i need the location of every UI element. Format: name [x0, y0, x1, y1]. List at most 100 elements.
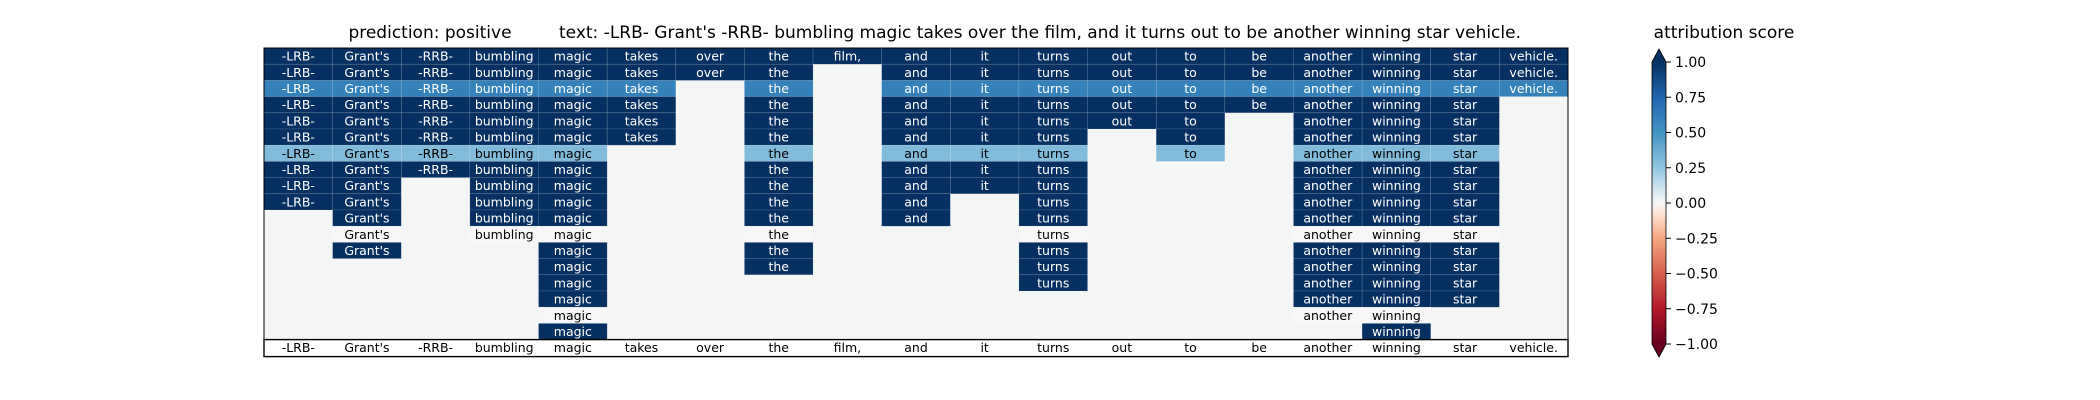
colorbar-gradient	[1652, 62, 1666, 344]
heatmap-cell-label: magic	[554, 259, 592, 274]
heatmap-cell-label: be	[1251, 65, 1267, 80]
heatmap-cell-label: another	[1303, 227, 1353, 242]
heatmap-cell-label: winning	[1372, 227, 1421, 242]
heatmap-cell-label: another	[1303, 211, 1353, 226]
heatmap-cell-label: star	[1453, 146, 1478, 161]
heatmap-cell-label: another	[1303, 49, 1353, 64]
heatmap-cell-label: to	[1184, 65, 1197, 80]
heatmap-cell-label: star	[1453, 178, 1478, 193]
heatmap-cell-label: magic	[554, 275, 592, 290]
token-axis: -LRB- Grant's -RRB-bumbling magic takes over t…	[263, 338, 1569, 358]
heatmap-cell-label: takes	[625, 130, 659, 145]
heatmap-cell-label: and	[904, 113, 928, 128]
heatmap-cell-label: out	[1112, 113, 1133, 128]
colorbar-tick-label: 0.50	[1675, 126, 1706, 142]
heatmap-cell-label: magic	[554, 162, 592, 177]
heatmap-cell-label: the	[768, 259, 789, 274]
heatmap-cell-label: the	[768, 162, 789, 177]
heatmap-cell-label: it	[980, 65, 988, 80]
heatmap-cell-label: and	[904, 162, 928, 177]
heatmap-cell-label: film,	[834, 49, 862, 64]
heatmap-cell-label: to	[1184, 130, 1197, 145]
heatmap-cell-label: magic	[554, 113, 592, 128]
token-axis-label: another	[1303, 340, 1353, 355]
colorbar-tick-label: −0.25	[1675, 231, 1718, 247]
heatmap-cell-label: winning	[1372, 194, 1421, 209]
heatmap-cell-label: to	[1184, 97, 1197, 112]
heatmap-cell-label: another	[1303, 130, 1353, 145]
heatmap-cell-label: winning	[1372, 130, 1421, 145]
heatmap-cell-label: magic	[554, 130, 592, 145]
heatmap-cell-label: and	[904, 81, 928, 96]
heatmap-cell	[1430, 161, 1500, 178]
heatmap-cell	[744, 258, 814, 276]
heatmap-cell-label: the	[768, 178, 789, 193]
heatmap-cell-label: vehicle.	[1509, 49, 1558, 64]
heatmap-cell-label: Grant's	[344, 97, 389, 112]
heatmap-cell-label: Grant's	[344, 162, 389, 177]
heatmap-cell-label: bumbling	[475, 227, 534, 242]
heatmap-cell-label: turns	[1037, 113, 1069, 128]
heatmap-cell-label: turns	[1037, 146, 1069, 161]
heatmap-cell-label: -LRB-	[282, 65, 315, 80]
heatmap-cell-label: -RRB-	[418, 65, 453, 80]
colorbar-tick-label: 0.25	[1675, 161, 1706, 177]
heatmap-cell-label: and	[904, 194, 928, 209]
heatmap-cell-label: star	[1453, 65, 1478, 80]
heatmap-cell-label: it	[980, 130, 988, 145]
heatmap-cell-label: -RRB-	[418, 97, 453, 112]
colorbar-extend-bottom	[1652, 344, 1666, 357]
heatmap-cell-label: it	[980, 162, 988, 177]
heatmap-cell	[332, 242, 402, 259]
heatmap-cell-label: -LRB-	[282, 194, 315, 209]
heatmap-cell-label: magic	[554, 211, 592, 226]
heatmap-cell-label: another	[1303, 113, 1353, 128]
heatmap-cell-label: be	[1251, 97, 1267, 112]
heatmap-cell-label: the	[768, 97, 789, 112]
heatmap-cell-label: turns	[1037, 275, 1069, 290]
heatmap-cell-label: another	[1303, 81, 1353, 96]
chart-title-prediction: prediction: positive	[348, 23, 511, 43]
heatmap-cell-label: out	[1112, 81, 1133, 96]
colorbar-tick-label: −1.00	[1675, 337, 1718, 353]
heatmap-cell-label: Grant's	[344, 146, 389, 161]
token-axis-label: it	[980, 340, 988, 355]
heatmap-cell-label: turns	[1037, 194, 1069, 209]
heatmap-cell-label: and	[904, 211, 928, 226]
chart-title-text: text: -LRB- Grant's -RRB- bumbling magic…	[559, 23, 1521, 43]
heatmap-cell-label: Grant's	[344, 113, 389, 128]
heatmap-cell-label: turns	[1037, 178, 1069, 193]
heatmap-cell-label: magic	[554, 49, 592, 64]
heatmap-cell-label: Grant's	[344, 243, 389, 258]
heatmap-cell-label: to	[1184, 146, 1197, 161]
heatmap-cell-label: star	[1453, 227, 1478, 242]
heatmap-cell-label: the	[768, 194, 789, 209]
token-axis-label: out	[1112, 340, 1133, 355]
heatmap-cell-label: takes	[625, 97, 659, 112]
token-axis-label: be	[1251, 340, 1267, 355]
heatmap-cell-label: -LRB-	[282, 113, 315, 128]
token-axis-label: star	[1453, 340, 1478, 355]
heatmap-cell-label: another	[1303, 243, 1353, 258]
heatmap-cell-label: star	[1453, 81, 1478, 96]
heatmap-cell-label: star	[1453, 49, 1478, 64]
heatmap-cell-label: winning	[1372, 292, 1421, 307]
heatmap-cell	[1155, 144, 1226, 162]
heatmap-cell-label: be	[1251, 49, 1267, 64]
heatmap-cell-label: vehicle.	[1509, 65, 1558, 80]
token-axis-label: winning	[1372, 340, 1421, 355]
token-axis-label: Grant's	[344, 340, 389, 355]
heatmap-cell-label: bumbling	[475, 65, 534, 80]
heatmap-cell-label: magic	[554, 292, 592, 307]
heatmap-cell-label: another	[1303, 162, 1353, 177]
heatmap-cell-label: another	[1303, 178, 1353, 193]
heatmap-cell-label: -RRB-	[418, 113, 453, 128]
heatmap-cell-label: it	[980, 146, 988, 161]
heatmap-cell-label: and	[904, 49, 928, 64]
heatmap-cell-label: the	[768, 130, 789, 145]
heatmap-cell-label: magic	[554, 146, 592, 161]
heatmap-cell-label: magic	[554, 81, 592, 96]
heatmap-cell-label: another	[1303, 194, 1353, 209]
heatmap-cell-label: star	[1453, 259, 1478, 274]
